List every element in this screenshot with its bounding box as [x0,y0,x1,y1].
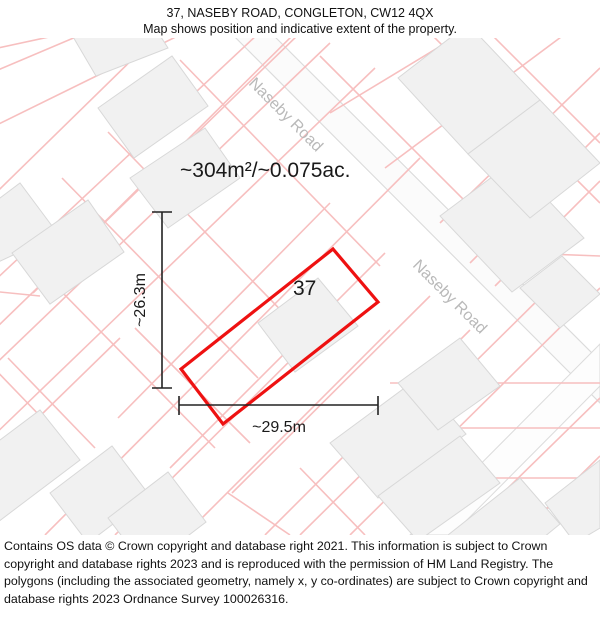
parcel-line [0,291,41,297]
parcel-line [117,202,331,419]
parcel-line [107,131,301,331]
building [0,409,81,522]
map-footer: Contains OS data © Crown copyright and d… [0,538,600,608]
building [73,38,169,77]
building [467,99,600,219]
horizontal-dimension-label: ~29.5m [252,419,306,436]
parcel-line [0,42,331,361]
building [519,255,600,329]
parcel-line [0,38,156,190]
parcel-line [0,38,49,49]
parcel-line [329,38,456,114]
parcel-line [493,38,600,144]
property-boundary-polygon[interactable] [178,246,381,427]
copyright-text: Contains OS data © Crown copyright and d… [4,539,588,606]
parcel-line [0,38,296,326]
parcel-line [179,59,381,267]
building [544,459,600,535]
parcel-line [7,357,96,449]
page-subtitle: Map shows position and indicative extent… [143,22,457,36]
parcel-line [39,337,121,417]
building [377,435,501,535]
building [97,55,209,159]
vertical-dimension: ~26.3m [132,211,172,389]
parcel-line [0,373,43,419]
building [439,161,585,293]
parcel-line [169,252,386,469]
building [397,337,501,431]
map-canvas[interactable]: Naseby Road Naseby Road ~304m²/~0.075ac.… [0,38,600,535]
building-on-plot [257,277,359,373]
horizontal-dimension: ~29.5m [178,396,379,436]
building [447,477,561,535]
buildings [0,38,600,535]
parcel-line [299,467,366,535]
page-title: 37, NASEBY ROAD, CONGLETON, CW12 4QX [166,6,434,20]
parcel-line [184,329,391,535]
parcel-line [227,492,291,535]
vertical-dimension-label: ~26.3m [132,273,149,327]
building [107,471,207,535]
plot-number-label: 37 [293,277,316,300]
parcel-line [231,295,431,494]
parcel-line [0,67,376,431]
area-label: ~304m²/~0.075ac. [180,159,350,182]
map-header: 37, NASEBY ROAD, CONGLETON, CW12 4QX Map… [0,0,600,37]
parcel-line [0,38,76,70]
parcel-line [0,38,255,277]
building [11,199,125,305]
